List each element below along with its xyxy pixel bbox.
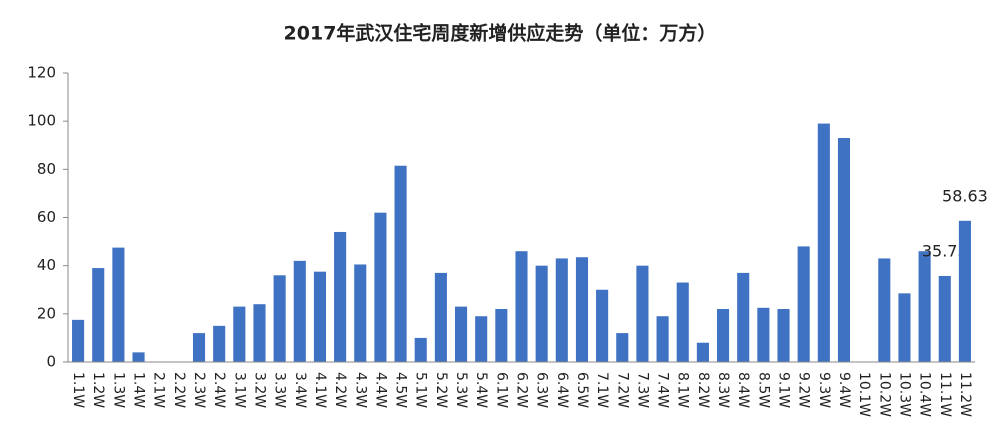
data-label: 58.63 bbox=[942, 186, 988, 205]
x-tick-label: 6.4W bbox=[554, 372, 570, 408]
y-tick-label: 40 bbox=[37, 256, 56, 274]
x-tick-label: 3.3W bbox=[272, 372, 288, 408]
bar bbox=[354, 264, 367, 362]
x-tick-label: 8.5W bbox=[755, 372, 771, 408]
bar bbox=[797, 246, 810, 362]
bar bbox=[898, 293, 911, 362]
x-tick-label: 6.2W bbox=[514, 372, 530, 408]
x-tick-label: 7.4W bbox=[655, 372, 671, 408]
bar bbox=[737, 272, 750, 362]
x-tick-label: 7.2W bbox=[614, 372, 630, 408]
x-tick-label: 2.1W bbox=[151, 372, 167, 408]
x-tick-label: 1.1W bbox=[70, 372, 86, 408]
bar bbox=[454, 306, 468, 362]
bar bbox=[414, 337, 427, 362]
y-tick-label: 60 bbox=[37, 208, 56, 226]
x-tick-label: 2.2W bbox=[171, 372, 187, 408]
x-tick-label: 9.4W bbox=[836, 372, 852, 408]
x-tick-label: 3.4W bbox=[292, 372, 308, 408]
x-tick-label: 8.4W bbox=[735, 372, 751, 408]
bar bbox=[434, 272, 447, 362]
x-tick-label: 6.1W bbox=[493, 372, 509, 408]
x-tick-label: 7.3W bbox=[634, 372, 650, 408]
bar bbox=[837, 138, 851, 362]
bar bbox=[757, 307, 770, 362]
bar bbox=[596, 289, 609, 362]
bar bbox=[777, 309, 790, 362]
x-tick-label: 5.4W bbox=[473, 372, 489, 408]
bar bbox=[938, 275, 951, 362]
bar bbox=[213, 325, 226, 362]
x-tick-label: 10.4W bbox=[917, 372, 933, 417]
bar bbox=[958, 220, 971, 362]
bar bbox=[112, 247, 125, 362]
bar bbox=[233, 306, 246, 362]
y-tick-label: 20 bbox=[37, 304, 56, 322]
bar bbox=[918, 251, 931, 362]
bar bbox=[394, 165, 407, 362]
bar bbox=[575, 257, 589, 362]
x-tick-label: 3.1W bbox=[231, 372, 247, 408]
bar bbox=[515, 251, 528, 362]
bar bbox=[535, 265, 548, 362]
x-tick-label: 7.1W bbox=[594, 372, 610, 408]
bar bbox=[495, 309, 508, 362]
x-tick-label: 10.2W bbox=[876, 372, 892, 417]
x-tick-label: 5.2W bbox=[433, 372, 449, 408]
bar bbox=[374, 212, 387, 362]
bar bbox=[696, 342, 709, 362]
bar bbox=[334, 231, 347, 362]
bar bbox=[555, 258, 568, 362]
bar bbox=[817, 123, 830, 362]
x-tick-label: 1.4W bbox=[131, 372, 147, 408]
y-tick-label: 120 bbox=[27, 64, 56, 82]
x-tick-label: 8.3W bbox=[715, 372, 731, 408]
bar bbox=[293, 260, 306, 362]
x-tick-label: 10.1W bbox=[856, 372, 872, 417]
x-tick-label: 1.3W bbox=[110, 372, 126, 408]
x-tick-label: 1.2W bbox=[90, 372, 106, 408]
bar bbox=[636, 265, 649, 362]
bar bbox=[273, 275, 286, 362]
x-tick-label: 8.2W bbox=[695, 372, 711, 408]
x-tick-label: 6.3W bbox=[534, 372, 550, 408]
x-tick-label: 9.2W bbox=[796, 372, 812, 408]
x-tick-label: 11.1W bbox=[937, 372, 953, 417]
data-label: 35.73 bbox=[922, 241, 968, 260]
x-tick-label: 4.2W bbox=[332, 372, 348, 408]
y-tick-label: 100 bbox=[27, 112, 56, 130]
x-tick-label: 6.5W bbox=[574, 372, 590, 408]
bar bbox=[72, 319, 85, 362]
bar bbox=[616, 333, 629, 362]
x-tick-label: 5.1W bbox=[413, 372, 429, 408]
x-tick-label: 5.3W bbox=[453, 372, 469, 408]
x-tick-label: 3.2W bbox=[251, 372, 267, 408]
bar bbox=[132, 352, 145, 362]
x-tick-label: 2.4W bbox=[211, 372, 227, 408]
bar bbox=[92, 268, 105, 362]
x-tick-label: 4.4W bbox=[372, 372, 388, 408]
y-tick-label: 80 bbox=[37, 160, 56, 178]
bar bbox=[676, 282, 689, 362]
x-tick-label: 4.1W bbox=[312, 372, 328, 408]
bar bbox=[656, 316, 669, 362]
chart-title: 2017年武汉住宅周度新增供应走势（单位：万方） bbox=[284, 22, 717, 45]
bar bbox=[313, 271, 326, 362]
x-tick-label: 4.5W bbox=[393, 372, 409, 408]
bar bbox=[717, 309, 730, 362]
bar bbox=[253, 304, 266, 362]
x-tick-label: 2.3W bbox=[191, 372, 207, 408]
x-tick-label: 4.3W bbox=[352, 372, 368, 408]
x-tick-label: 8.1W bbox=[675, 372, 691, 408]
bar bbox=[192, 333, 206, 362]
x-tick-label: 11.2W bbox=[957, 372, 973, 417]
y-tick-label: 0 bbox=[46, 353, 56, 371]
x-tick-label: 9.1W bbox=[776, 372, 792, 408]
bar bbox=[878, 258, 891, 362]
bar bbox=[475, 316, 488, 362]
x-tick-label: 9.3W bbox=[816, 372, 832, 408]
x-tick-label: 10.3W bbox=[896, 372, 912, 417]
